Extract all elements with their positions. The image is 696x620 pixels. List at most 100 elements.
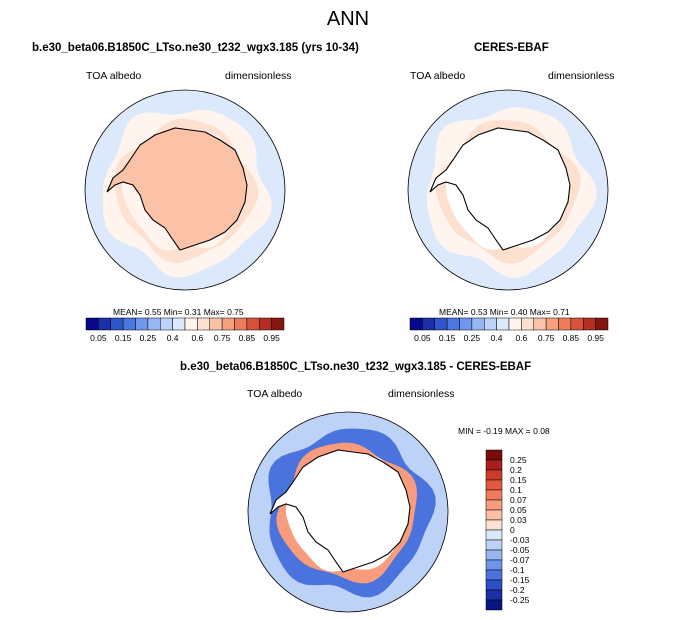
colorbar-tick-label: 0.25 [464, 333, 481, 343]
map-border [247, 411, 449, 613]
colorbar-box [209, 317, 223, 331]
region-antarctica [429, 127, 571, 251]
colorbar-tick-label: 0.6 [515, 333, 527, 343]
colorbar-box [496, 317, 510, 331]
colorbar-box [485, 599, 503, 611]
colorbar-box [485, 479, 503, 491]
colorbar-box [246, 317, 260, 331]
panel2-stats: MEAN= 0.53 Min= 0.40 Max= 0.71 [439, 307, 570, 317]
colorbar-box [485, 489, 503, 501]
colorbar-box [485, 539, 503, 551]
colorbar-tick-label: 0.07 [510, 495, 527, 505]
colorbar-box [271, 317, 285, 331]
colorbar-box [485, 559, 503, 571]
colorbar-box [521, 317, 534, 331]
colorbar-box [110, 317, 124, 331]
colorbar-tick-label: 0.6 [191, 333, 203, 343]
colorbar-box [422, 317, 435, 331]
colorbar-tick-label: 0.05 [510, 505, 527, 515]
colorbar-box [485, 449, 503, 461]
colorbar-box [197, 317, 210, 331]
colorbar-tick-label: 0.15 [439, 333, 456, 343]
colorbar-tick-label: 0.1 [510, 485, 522, 495]
panel2-units: dimensionless [548, 70, 615, 82]
panel1-stats: MEAN= 0.55 Min= 0.31 Max= 0.75 [113, 307, 244, 317]
colorbar-tick-label: -0.25 [510, 595, 530, 605]
colorbar-box [234, 317, 248, 331]
colorbar-box [533, 317, 547, 331]
colorbar-tick-label: 0.15 [510, 475, 527, 485]
colorbar-tick-label: -0.1 [510, 565, 525, 575]
panel3-units: dimensionless [388, 388, 455, 400]
colorbar-box [485, 589, 503, 601]
colorbar-box [485, 579, 503, 591]
map-ceres [407, 89, 609, 291]
colorbar-box [98, 317, 111, 331]
colorbar-box [459, 317, 473, 331]
map-difference [247, 411, 449, 613]
colorbar-tick-label: 0.15 [115, 333, 132, 343]
colorbar-ceres: 0.05 0.15 0.25 0.4 0.6 0.75 0.85 0.95 [409, 317, 609, 343]
colorbar-box [545, 317, 559, 331]
colorbar-box [122, 317, 136, 331]
colorbar-box [221, 317, 235, 331]
colorbar-difference: 0.250.20.150.10.070.050.030-0.03-0.05-0.… [485, 449, 530, 611]
colorbar-tick-label: 0.03 [510, 515, 527, 525]
colorbar-box [484, 317, 497, 331]
panel1-units: dimensionless [225, 70, 292, 82]
colorbar-box [485, 509, 503, 521]
colorbar-tick-label: 0.4 [491, 333, 503, 343]
colorbar-tick-label: 0.4 [167, 333, 179, 343]
colorbar-box [485, 569, 503, 581]
colorbar-tick-label: 0.95 [263, 333, 280, 343]
colorbar-box [508, 317, 522, 331]
colorbar-box [485, 519, 503, 531]
colorbar-tick-label: 0.05 [90, 333, 107, 343]
colorbar-box [184, 317, 198, 331]
colorbar-tick-label: 0.75 [214, 333, 231, 343]
colorbar-box [259, 317, 272, 331]
map-border [407, 89, 609, 291]
panel3-stats: MIN = -0.19 MAX = 0.08 [458, 426, 550, 436]
colorbar-tick-label: -0.07 [510, 555, 530, 565]
panel2-variable: TOA albedo [410, 70, 466, 82]
map-border [84, 89, 286, 291]
colorbar-tick-label: 0.75 [538, 333, 555, 343]
colorbar-tick-label: 0.25 [140, 333, 157, 343]
colorbar-box [135, 317, 149, 331]
colorbar-box [172, 317, 186, 331]
panel1-variable: TOA albedo [86, 70, 142, 82]
colorbar-tick-label: -0.03 [510, 535, 530, 545]
colorbar-tick-label: 0.85 [563, 333, 580, 343]
colorbar-box [595, 317, 609, 331]
colorbar-model: 0.05 0.15 0.25 0.4 0.6 0.75 0.85 0.95 [85, 317, 285, 343]
panel3-title: b.e30_beta06.B1850C_LTso.ne30_t232_wgx3.… [180, 361, 532, 373]
colorbar-box [485, 529, 503, 541]
colorbar-tick-label: 0.2 [510, 465, 522, 475]
colorbar-tick-label: 0 [510, 525, 515, 535]
colorbar-box [485, 469, 503, 481]
colorbar-box [570, 317, 584, 331]
region-antarctica [269, 449, 411, 573]
colorbar-box [434, 317, 448, 331]
panel2-title: CERES-EBAF [474, 42, 549, 54]
colorbar-box [409, 317, 423, 331]
colorbar-box [471, 317, 485, 331]
colorbar-tick-label: -0.15 [510, 575, 530, 585]
colorbar-tick-label: 0.25 [510, 455, 527, 465]
colorbar-box [85, 317, 99, 331]
panel1-title: b.e30_beta06.B1850C_LTso.ne30_t232_wgx3.… [32, 42, 359, 54]
colorbar-box [147, 317, 161, 331]
colorbar-tick-label: 0.95 [587, 333, 604, 343]
colorbar-box [485, 459, 503, 471]
colorbar-box [485, 549, 503, 561]
region-antarctica [106, 127, 248, 251]
colorbar-tick-label: 0.85 [239, 333, 256, 343]
map-model [84, 89, 286, 291]
colorbar-box [446, 317, 460, 331]
colorbar-box [160, 317, 173, 331]
colorbar-box [583, 317, 596, 331]
colorbar-tick-label: -0.05 [510, 545, 530, 555]
colorbar-tick-label: 0.05 [414, 333, 431, 343]
panel3-variable: TOA albedo [247, 388, 303, 400]
